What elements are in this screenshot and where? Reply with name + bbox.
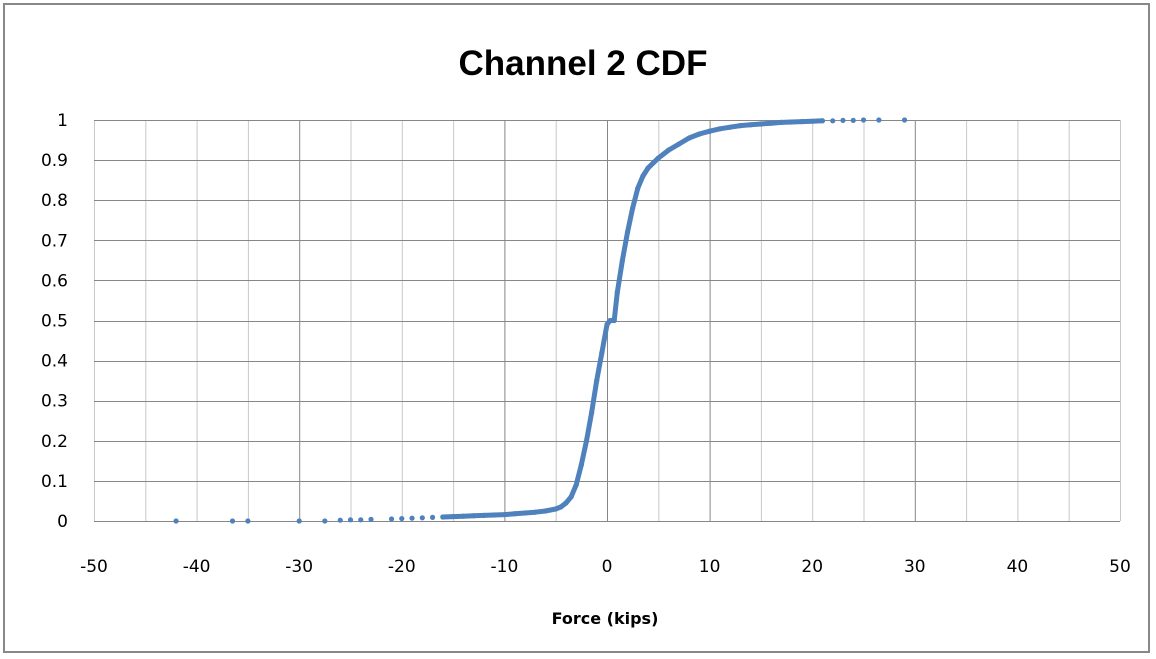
data-point bbox=[640, 173, 646, 179]
x-tick-label: 40 bbox=[1007, 557, 1029, 577]
data-point bbox=[850, 117, 856, 124]
data-point bbox=[696, 131, 702, 137]
y-tick-label: 0.1 bbox=[41, 472, 68, 492]
y-tick-label: 0.7 bbox=[41, 231, 68, 251]
data-point bbox=[809, 118, 815, 124]
data-point bbox=[347, 517, 354, 523]
chart-frame bbox=[3, 3, 1150, 653]
x-tick-label: -40 bbox=[183, 557, 211, 577]
x-tick-label: -50 bbox=[80, 557, 108, 577]
data-point bbox=[737, 123, 743, 129]
data-point bbox=[429, 514, 436, 520]
data-point bbox=[630, 205, 636, 211]
data-point bbox=[624, 229, 631, 235]
data-point bbox=[876, 117, 882, 123]
data-point bbox=[619, 257, 625, 263]
data-point bbox=[542, 508, 549, 514]
y-tick-label: 1 bbox=[57, 111, 68, 131]
data-point bbox=[611, 317, 617, 324]
data-point bbox=[676, 141, 682, 147]
series-line bbox=[440, 118, 825, 520]
data-point bbox=[358, 517, 364, 523]
tick-labels: 0 0.1 0.2 0.3 0.4 0.5 0.6 0.7 0.8 0.9 1 -50 -40 -30 -2… bbox=[41, 111, 1131, 577]
data-point bbox=[707, 128, 713, 134]
data-point bbox=[229, 518, 236, 524]
data-point bbox=[245, 518, 251, 524]
data-point bbox=[727, 124, 733, 130]
x-tick-label: 30 bbox=[904, 557, 926, 577]
data-point bbox=[337, 517, 343, 523]
x-tick-label: -20 bbox=[388, 557, 416, 577]
data-point bbox=[388, 516, 395, 522]
y-tick-label: 0.6 bbox=[41, 271, 68, 291]
data-point bbox=[173, 518, 179, 524]
data-point bbox=[501, 511, 507, 518]
data-point bbox=[368, 516, 374, 522]
data-points bbox=[173, 117, 908, 524]
data-point bbox=[578, 462, 584, 468]
data-point bbox=[558, 504, 564, 510]
data-point bbox=[573, 482, 579, 488]
data-point bbox=[840, 117, 846, 124]
data-point bbox=[589, 410, 595, 416]
data-point bbox=[748, 122, 754, 128]
y-tick-label: 0.4 bbox=[41, 352, 68, 372]
data-point bbox=[717, 126, 723, 132]
data-point bbox=[686, 135, 692, 141]
data-point bbox=[583, 438, 590, 444]
data-point bbox=[901, 117, 908, 123]
x-tick-label: 50 bbox=[1109, 557, 1131, 577]
data-point bbox=[758, 121, 764, 127]
data-point bbox=[799, 119, 805, 125]
data-point bbox=[409, 515, 415, 521]
data-point bbox=[399, 515, 405, 522]
y-tick-label: 0.8 bbox=[41, 191, 68, 211]
y-tick-label: 0 bbox=[57, 512, 68, 532]
data-point bbox=[450, 513, 456, 520]
data-point bbox=[471, 513, 477, 519]
y-tick-label: 0.5 bbox=[41, 312, 68, 332]
data-point bbox=[635, 185, 641, 191]
y-tick-label: 0.3 bbox=[41, 392, 68, 412]
data-point bbox=[599, 349, 605, 356]
grid-layer bbox=[94, 120, 1121, 522]
data-point bbox=[296, 518, 302, 524]
data-point bbox=[563, 500, 569, 506]
x-tick-label: -10 bbox=[491, 557, 519, 577]
data-point bbox=[860, 117, 867, 123]
data-point bbox=[604, 321, 610, 328]
x-tick-label: 10 bbox=[699, 557, 721, 577]
data-point bbox=[665, 147, 672, 153]
data-point bbox=[553, 506, 559, 512]
data-point bbox=[830, 118, 836, 124]
data-point bbox=[614, 289, 620, 296]
data-point bbox=[481, 512, 487, 518]
data-point bbox=[532, 509, 538, 515]
data-point bbox=[460, 513, 466, 519]
data-point bbox=[568, 494, 574, 500]
chart-title: Channel 2 CDF bbox=[459, 44, 708, 83]
data-point bbox=[322, 518, 328, 524]
data-point bbox=[778, 119, 785, 126]
y-tick-label: 0.2 bbox=[41, 432, 68, 452]
data-point bbox=[655, 155, 661, 161]
data-point bbox=[819, 118, 826, 124]
x-tick-label: 0 bbox=[602, 557, 613, 577]
data-point bbox=[512, 511, 518, 517]
y-tick-label: 0.9 bbox=[41, 151, 68, 171]
data-point bbox=[607, 317, 613, 324]
data-point bbox=[645, 165, 651, 171]
data-point bbox=[594, 378, 600, 384]
x-axis-label: Force (kips) bbox=[552, 609, 659, 628]
data-point bbox=[419, 515, 425, 521]
x-tick-label: 20 bbox=[801, 557, 823, 577]
data-point bbox=[768, 120, 774, 126]
x-tick-label: -30 bbox=[285, 557, 313, 577]
data-point bbox=[789, 119, 795, 125]
data-point bbox=[522, 510, 528, 516]
data-point bbox=[491, 512, 497, 518]
data-point bbox=[440, 514, 446, 520]
